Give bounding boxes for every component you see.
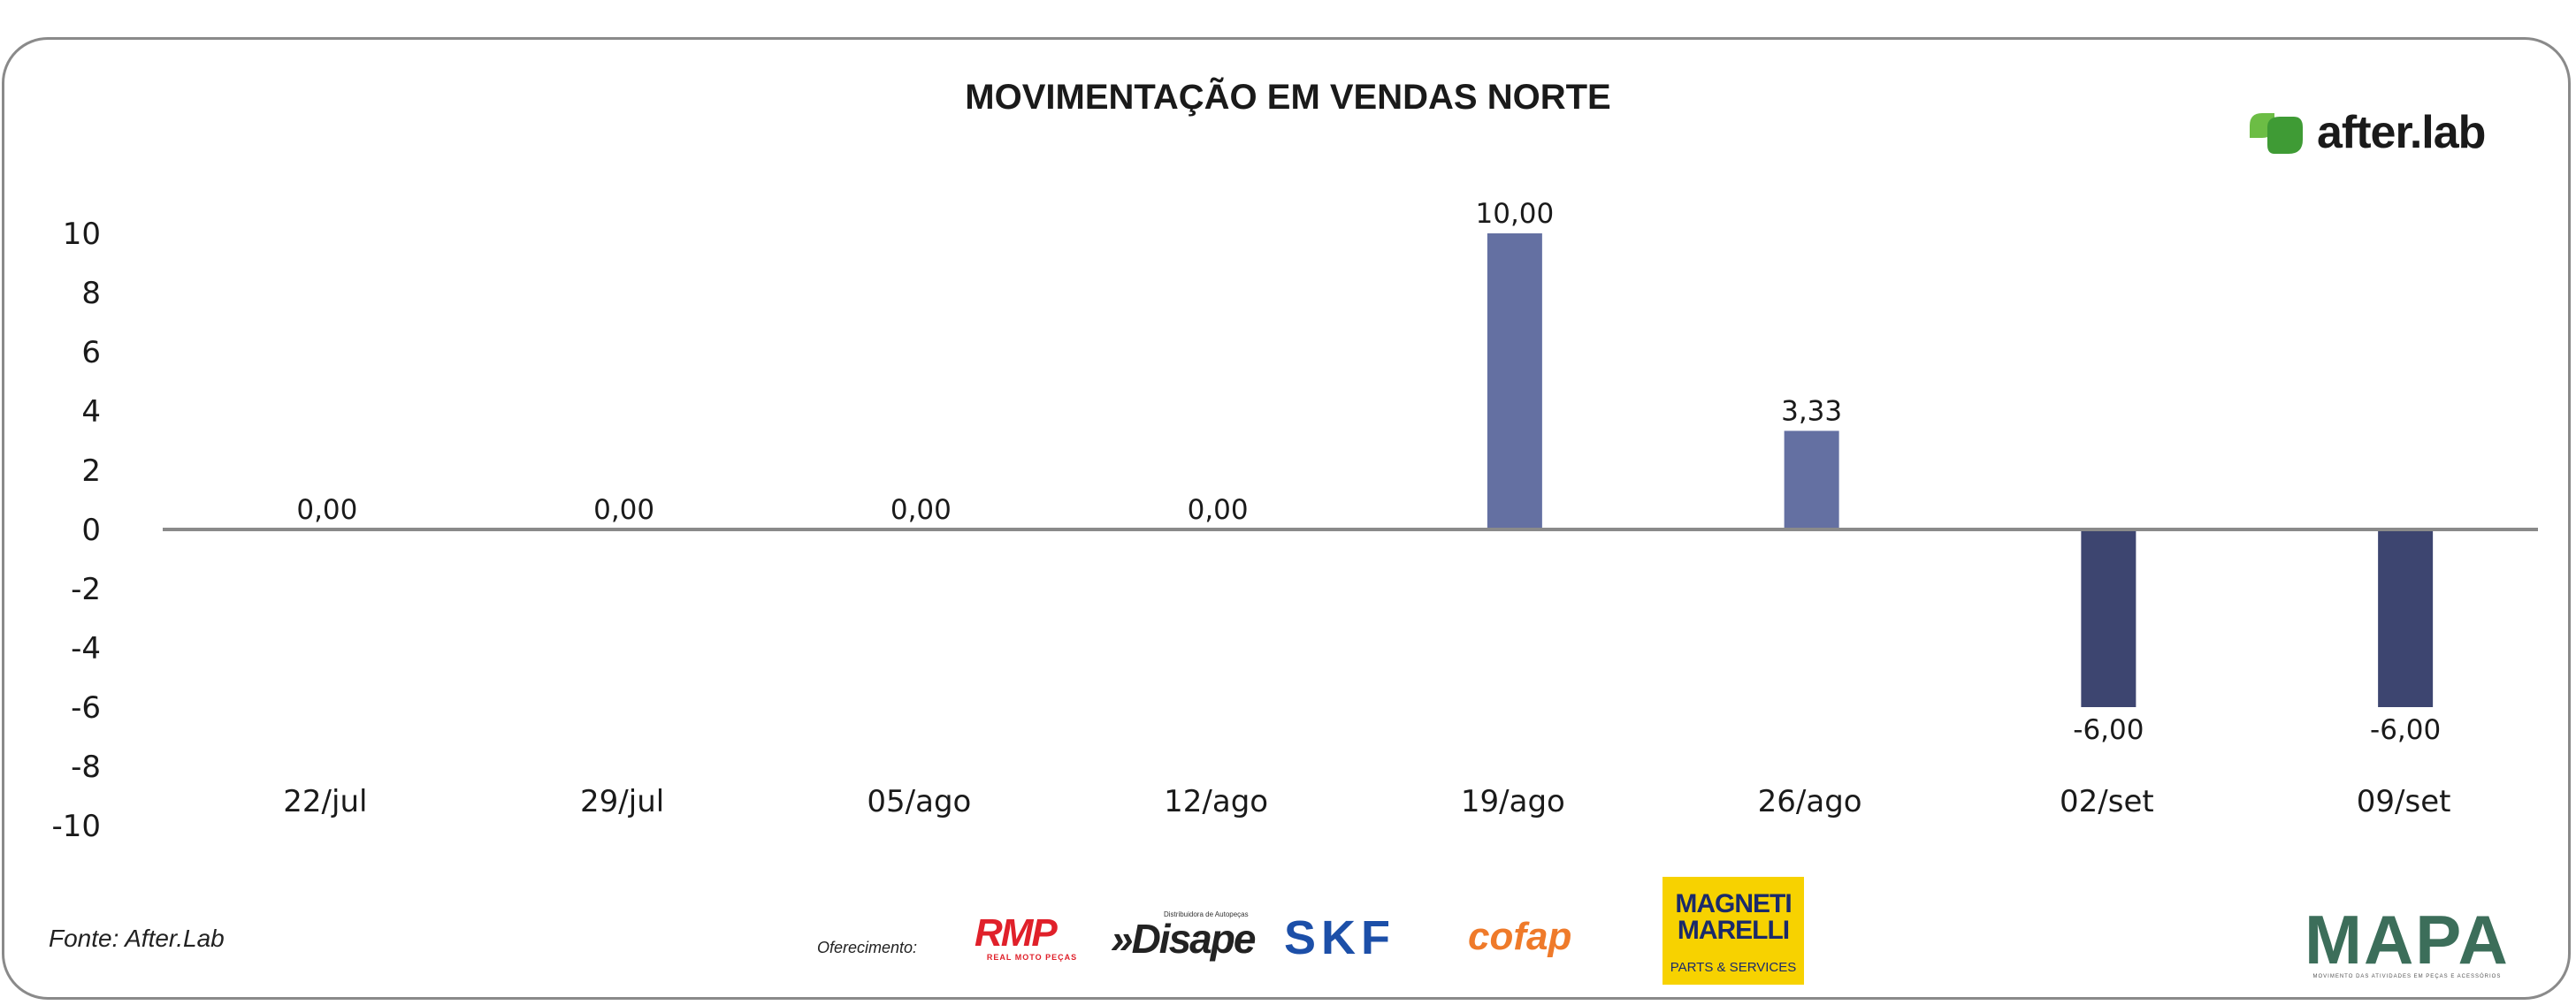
afterlab-logo: after.lab [2244, 106, 2486, 159]
bar-19/ago [1487, 233, 1542, 529]
magneti-marelli-logo: MAGNETI MARELLI PARTS & SERVICES [1663, 877, 1804, 985]
mapa-wordmark: MAPA [2305, 901, 2510, 978]
y-axis-ticks: 10 8 6 4 2 0 -2 -4 -6 -8 -10 [51, 217, 101, 844]
source-note: Fonte: After.Lab [49, 925, 225, 952]
y-tick-label: -6 [71, 690, 101, 726]
value-label: 0,00 [891, 494, 952, 526]
y-tick-label: 10 [63, 217, 101, 252]
x-tick-label: 09/set [2357, 784, 2451, 819]
value-label: 10,00 [1476, 198, 1555, 230]
cofap-logo: cofap [1468, 915, 1572, 958]
rmp-wordmark: RMP [975, 911, 1058, 955]
rmp-tagline: REAL MOTO PEÇAS [986, 953, 1078, 962]
value-label: 0,00 [296, 494, 357, 526]
value-label: 3,33 [1781, 395, 1842, 427]
afterlab-wordmark: after.lab [2317, 107, 2486, 158]
afterlab-leaf-icon [2250, 113, 2303, 154]
mapa-logo: MAPA MOVIMENTO DAS ATIVIDADES EM PEÇAS E… [2305, 905, 2510, 979]
y-tick-label: -4 [71, 631, 101, 666]
bars [1487, 233, 2434, 707]
mapa-tagline: MOVIMENTO DAS ATIVIDADES EM PEÇAS E ACES… [2312, 974, 2502, 979]
skf-logo: SKF [1284, 911, 1395, 964]
value-labels: 0,00 0,00 0,00 0,00 10,00 3,33 -6,00 -6,00 [296, 198, 2441, 746]
y-tick-label: 2 [81, 453, 101, 489]
y-tick-label: -10 [51, 809, 101, 844]
disape-logo: Distribuidora de Autopeças »Disape [1111, 910, 1256, 962]
disape-tagline: Distribuidora de Autopeças [1164, 910, 1249, 918]
disape-wordmark: »Disape [1111, 916, 1256, 962]
y-tick-label: 0 [81, 513, 101, 548]
chart-frame [2, 37, 2571, 1000]
x-axis-labels: 22/jul 29/jul 05/ago 12/ago 19/ago 26/ago 02/s… [283, 784, 2450, 819]
y-tick-label: -8 [71, 750, 101, 785]
rmp-logo: RMP REAL MOTO PEÇAS [975, 914, 1089, 963]
bar-02/set [2081, 529, 2136, 707]
x-tick-label: 05/ago [867, 784, 971, 819]
bar-09/set [2378, 529, 2434, 707]
x-tick-label: 22/jul [283, 784, 367, 819]
x-tick-label: 26/ago [1758, 784, 1862, 819]
x-tick-label: 29/jul [580, 784, 664, 819]
magneti-tagline: PARTS & SERVICES [1670, 960, 1797, 975]
value-label: -6,00 [2073, 714, 2144, 746]
sponsors-label: Oferecimento: [817, 939, 918, 956]
y-tick-label: 4 [81, 394, 101, 430]
value-label: 0,00 [1188, 494, 1249, 526]
value-label: 0,00 [593, 494, 654, 526]
bar-26/ago [1784, 430, 1839, 529]
y-tick-label: 8 [81, 276, 101, 311]
magneti-wordmark: MAGNETI MARELLI [1675, 889, 1792, 945]
chart-title: MOVIMENTAÇÃO EM VENDAS NORTE [965, 78, 1611, 117]
value-label: -6,00 [2370, 714, 2441, 746]
x-tick-label: 12/ago [1164, 784, 1268, 819]
y-tick-label: 6 [81, 335, 101, 370]
x-tick-label: 19/ago [1461, 784, 1565, 819]
x-tick-label: 02/set [2060, 784, 2154, 819]
y-tick-label: -2 [71, 572, 101, 607]
